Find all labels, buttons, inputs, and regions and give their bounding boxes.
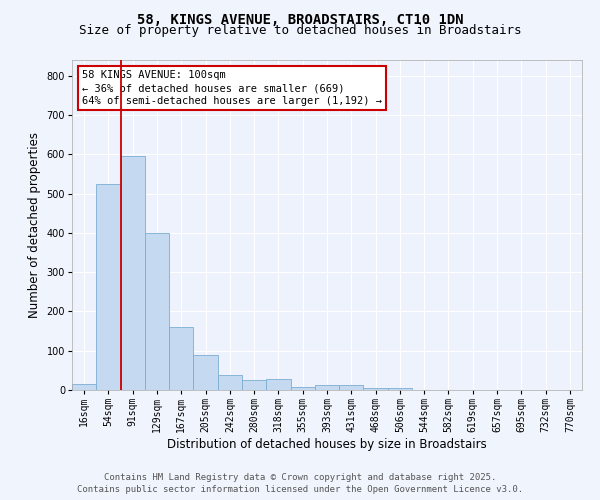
Text: Contains HM Land Registry data © Crown copyright and database right 2025.
Contai: Contains HM Land Registry data © Crown c… [77, 472, 523, 494]
Bar [218, 376, 242, 390]
Text: 58, KINGS AVENUE, BROADSTAIRS, CT10 1DN: 58, KINGS AVENUE, BROADSTAIRS, CT10 1DN [137, 12, 463, 26]
Bar [315, 385, 339, 390]
Bar [388, 388, 412, 390]
Y-axis label: Number of detached properties: Number of detached properties [28, 132, 41, 318]
Bar [266, 380, 290, 390]
Bar [290, 387, 315, 390]
Bar [96, 184, 121, 390]
Bar [145, 233, 169, 390]
Bar [242, 380, 266, 390]
Bar [121, 156, 145, 390]
Bar [193, 354, 218, 390]
Bar [364, 388, 388, 390]
Bar [339, 385, 364, 390]
Bar [169, 327, 193, 390]
Bar [72, 384, 96, 390]
X-axis label: Distribution of detached houses by size in Broadstairs: Distribution of detached houses by size … [167, 438, 487, 451]
Text: Size of property relative to detached houses in Broadstairs: Size of property relative to detached ho… [79, 24, 521, 37]
Text: 58 KINGS AVENUE: 100sqm
← 36% of detached houses are smaller (669)
64% of semi-d: 58 KINGS AVENUE: 100sqm ← 36% of detache… [82, 70, 382, 106]
